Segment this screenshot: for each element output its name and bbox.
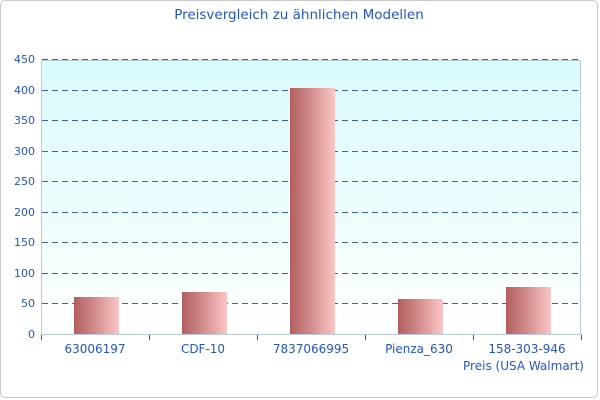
x-tick-2 [257,335,258,340]
y-tick-label-150: 150 [14,236,35,250]
y-tick-label-200: 200 [14,205,35,219]
x-tick-0 [41,335,42,340]
y-tick-label-400: 400 [14,83,35,97]
bar-7837066995 [289,88,335,334]
gridline-450 [42,59,580,60]
chart-title: Preisvergleich zu ähnlichen Modellen [174,7,424,23]
bar-Pienza_630 [397,299,443,334]
plot-area [41,59,581,335]
x-tick-3 [365,335,366,340]
x-axis-title: Preis (USA Walmart) [463,359,584,373]
x-category-label: 7837066995 [272,342,350,356]
x-category-label: 158-303-946 [488,342,566,356]
y-tick-label-450: 450 [14,53,35,66]
y-tick-label-250: 250 [14,175,35,189]
y-tick-label-300: 300 [14,144,35,158]
y-tick-label-350: 350 [14,114,35,128]
y-tick-label-50: 50 [21,297,35,311]
x-category-label: 63006197 [64,342,126,356]
bar-63006197 [73,297,119,334]
x-tick-5 [581,335,582,340]
y-tick-label-100: 100 [14,266,35,280]
x-tick-1 [149,335,150,340]
bar-CDF-10 [181,292,227,334]
x-tick-4 [473,335,474,340]
bar-158-303-946 [505,287,551,334]
x-category-label: CDF-10 [180,342,226,356]
x-category-label: Pienza_630 [385,342,453,356]
y-tick-label-0: 0 [28,328,35,341]
